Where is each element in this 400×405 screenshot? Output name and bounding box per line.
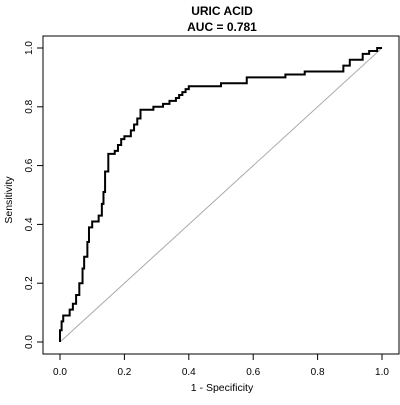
y-tick-label: 0.6 (24, 158, 35, 172)
x-tick-label: 0.6 (246, 367, 260, 378)
x-axis-label: 1 - Specificity (191, 382, 254, 394)
chart-subtitle-auc: AUC = 0.781 (187, 20, 257, 34)
y-tick-label: 0.8 (24, 99, 35, 113)
chart-title: URIC ACID (191, 4, 253, 18)
reference-diagonal-line (59, 47, 383, 343)
x-tick-label: 0.4 (182, 367, 196, 378)
x-tick-label: 1.0 (375, 367, 389, 378)
y-axis: 0.0 0.2 0.4 0.6 0.8 1.0 (24, 41, 44, 349)
roc-curve-line (59, 47, 382, 342)
x-axis: 0.0 0.2 0.4 0.6 0.8 1.0 (53, 353, 389, 378)
x-tick-label: 0.2 (117, 367, 131, 378)
y-tick-label: 0.0 (24, 335, 35, 349)
y-tick-label: 0.2 (24, 276, 35, 290)
x-tick-label: 0.0 (53, 367, 67, 378)
y-axis-label: Sensitivity (3, 176, 15, 224)
y-tick-label: 0.4 (24, 217, 35, 231)
y-tick-label: 1.0 (24, 41, 35, 55)
x-tick-label: 0.8 (311, 367, 325, 378)
